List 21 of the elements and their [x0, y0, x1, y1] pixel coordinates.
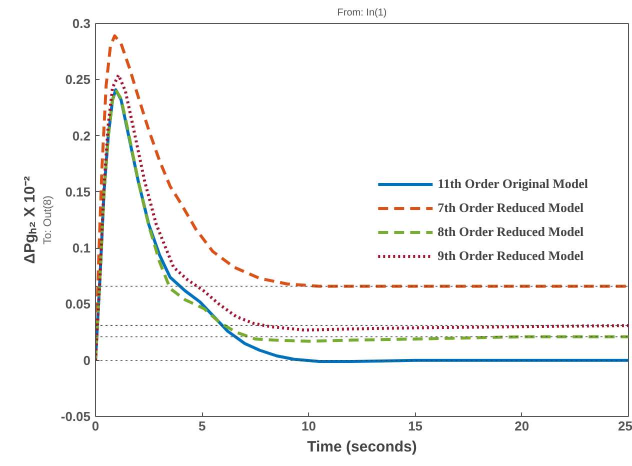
x-tick-label: 15 [408, 418, 423, 434]
chart-title: From: In(1) [337, 8, 387, 18]
x-tick-label: 25 [618, 418, 632, 434]
x-tick-label: 10 [301, 418, 316, 434]
y-tick-label: 0.1 [72, 240, 91, 256]
y-tick-label: 0.2 [72, 128, 91, 144]
y-axis-title: ΔPgₕ₂ X 10⁻² [22, 176, 38, 264]
x-tick-label: 5 [198, 418, 206, 434]
x-tick-label: 20 [514, 418, 530, 434]
y-tick-label: -0.05 [60, 409, 91, 424]
y-tick-label: 0.25 [65, 72, 91, 88]
legend-label: 8th Order Reduced Model [438, 224, 584, 240]
legend-label: 7th Order Reduced Model [438, 200, 584, 216]
x-axis-title: Time (seconds) [307, 438, 417, 456]
legend-label: 11th Order Original Model [438, 176, 588, 192]
text: To: Out(8) [42, 196, 54, 244]
y-tick-label: 0.05 [65, 296, 91, 312]
legend-label: 9th Order Reduced Model [438, 248, 584, 264]
y-tick-label: 0.3 [72, 16, 91, 31]
y-tick-label: 0 [83, 352, 91, 368]
y-tick-label: 0.15 [65, 184, 91, 200]
